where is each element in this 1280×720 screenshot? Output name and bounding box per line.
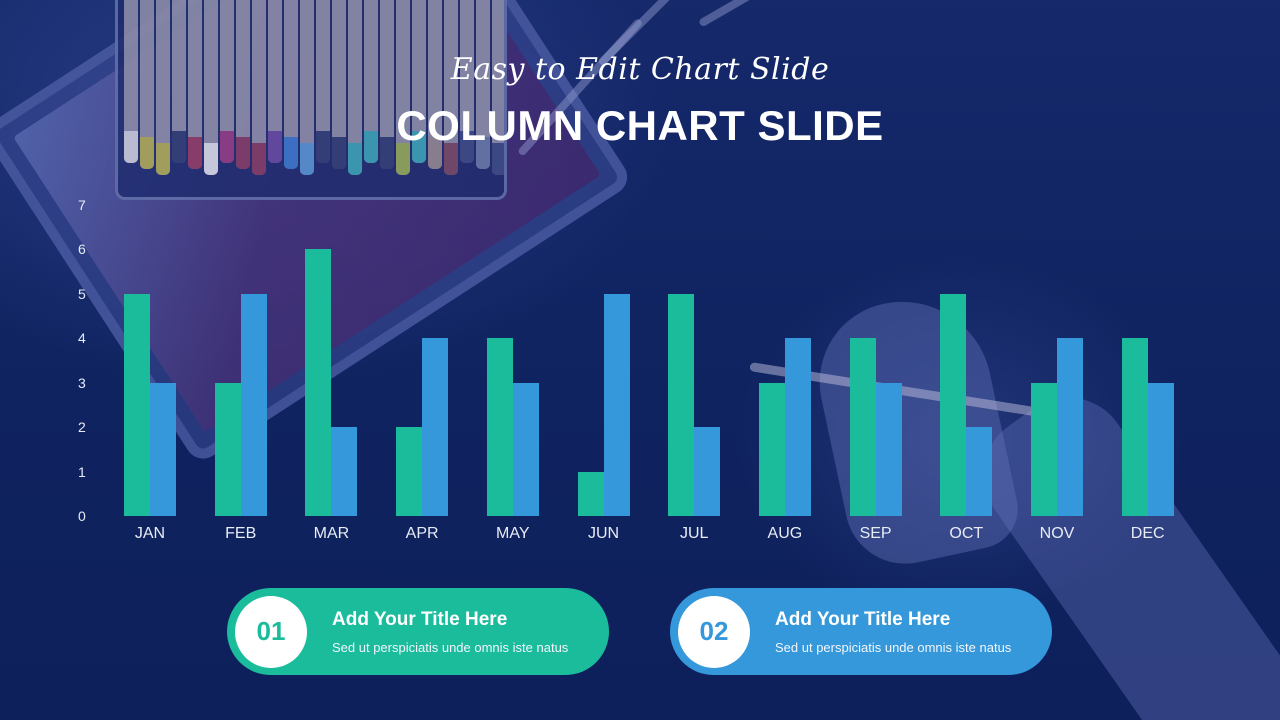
pencil-image [444, 0, 458, 175]
pencil-image [460, 0, 474, 163]
card-number-badge: 02 [678, 595, 750, 668]
pencil-image [300, 0, 314, 175]
pencil-image [380, 0, 394, 169]
chart-bar [240, 293, 267, 516]
x-axis-label: AUG [767, 525, 803, 542]
chart-bar [694, 427, 721, 516]
x-axis-label: MAY [496, 525, 530, 542]
y-axis-tick: 7 [78, 196, 86, 213]
chart-bar [150, 382, 176, 516]
chart-bar [784, 338, 811, 516]
y-axis-tick: 3 [78, 374, 86, 391]
chart-bar [758, 382, 785, 516]
x-axis-label: DEC [1130, 525, 1165, 542]
chart-bar [214, 382, 241, 516]
info-card-1: 01 Add Your Title Here Sed ut perspiciat… [227, 588, 609, 675]
pencil-tray-image [115, 0, 507, 200]
pencil-image [348, 0, 362, 175]
pencil-image [396, 0, 410, 175]
pencil-image [476, 0, 490, 169]
chart-bar [966, 427, 993, 516]
chart-bar [577, 471, 604, 516]
pencil-image [156, 0, 170, 175]
x-axis-label: APR [405, 525, 439, 542]
pencil-image [172, 0, 186, 163]
pencil-image [204, 0, 218, 175]
y-axis-tick: 5 [78, 285, 86, 302]
chart-bar [396, 427, 423, 516]
pencil-image [140, 0, 154, 169]
pencil-image [188, 0, 202, 169]
x-axis-label: OCT [949, 525, 984, 542]
chart-bar [603, 293, 630, 516]
chart-bar [1147, 382, 1174, 516]
pencil-image [364, 0, 378, 163]
chart-bar [512, 382, 539, 516]
y-axis-tick: 6 [78, 241, 86, 257]
chart-bar [940, 293, 967, 516]
chart-bar [1031, 382, 1057, 516]
pencil-image [284, 0, 298, 169]
chart-bar [422, 338, 449, 516]
x-axis-label: JAN [134, 525, 166, 542]
x-axis-label: SEP [859, 525, 892, 542]
chart-bar [1057, 338, 1083, 516]
chart-bar [875, 382, 902, 516]
chart-bar [668, 293, 695, 516]
pencil-image [236, 0, 250, 169]
chart-bar [331, 427, 358, 516]
x-axis-label: NOV [1039, 525, 1075, 542]
y-axis-tick: 1 [78, 463, 86, 480]
pencil-image [492, 0, 504, 175]
chart-bar [305, 249, 332, 516]
x-axis-label: FEB [225, 525, 257, 542]
pencil-image [124, 0, 138, 163]
slide-title: COLUMN CHART SLIDE [396, 102, 884, 149]
x-axis-label: JUL [679, 525, 709, 542]
x-axis-label: MAR [313, 525, 350, 542]
pencil-image [428, 0, 442, 169]
pencil-image [316, 0, 330, 163]
pencil-image [332, 0, 346, 169]
pencil-image [412, 0, 426, 163]
pencil-image [698, 0, 806, 28]
card-description: Sed ut perspiciatis unde omnis iste natu… [332, 639, 569, 655]
y-axis-tick: 2 [78, 419, 86, 435]
slide-subtitle: Easy to Edit Chart Slide [450, 52, 830, 87]
chart-bar [1121, 338, 1148, 516]
card-title: Add Your Title Here [775, 608, 951, 630]
card-title: Add Your Title Here [332, 608, 508, 630]
pencil-image [220, 0, 234, 163]
y-axis-tick: 4 [78, 330, 86, 346]
y-axis-tick: 0 [78, 508, 86, 524]
card-description: Sed ut perspiciatis unde omnis iste natu… [775, 639, 1012, 655]
pencil-image [268, 0, 282, 163]
chart-bar [486, 338, 513, 516]
chart-bar [124, 293, 150, 516]
card-number-badge: 01 [235, 595, 307, 668]
chart-bar [849, 338, 876, 516]
x-axis-label: JUN [587, 525, 620, 542]
pencil-image [252, 0, 266, 175]
info-card-2: 02 Add Your Title Here Sed ut perspiciat… [670, 588, 1052, 675]
